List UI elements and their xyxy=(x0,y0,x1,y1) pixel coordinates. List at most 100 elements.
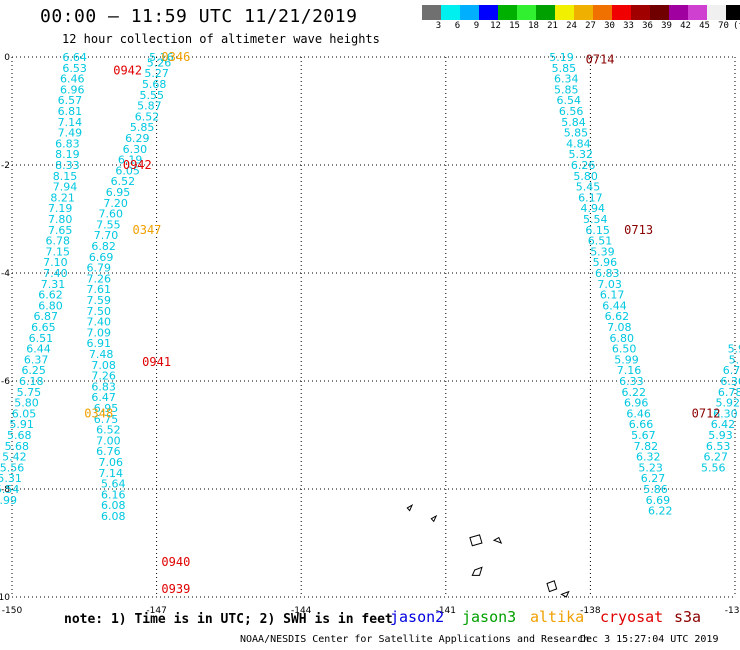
swh-value-label: 6.33 xyxy=(619,375,644,388)
swh-value-label: 7.59 xyxy=(87,294,112,307)
legend-label: 45 xyxy=(699,21,710,31)
island-outline xyxy=(546,580,558,593)
footer-note: note: 1) Time is in UTC; 2) SWH is in fe… xyxy=(64,612,393,627)
swh-value-label: 6.75 xyxy=(94,413,119,426)
swh-value-label: 6.54 xyxy=(556,94,581,107)
swh-value-label: 5.54 xyxy=(0,483,19,496)
swh-value-label: 6.17 xyxy=(600,289,625,302)
swh-value-label: 7.55 xyxy=(96,218,121,231)
swh-value-label: 5.27 xyxy=(144,67,169,80)
swh-value-label: 7.60 xyxy=(99,208,124,221)
legend-label: (ft) xyxy=(733,21,740,31)
swh-value-label: 7.65 xyxy=(48,224,73,237)
swh-value-label: 6.83 xyxy=(55,137,80,150)
swh-value-label: 6.37 xyxy=(24,353,49,366)
swh-value-label: 7.10 xyxy=(43,256,68,269)
swh-value-label: 6.19 xyxy=(118,154,143,167)
swh-value-label: 5.98 xyxy=(728,343,740,356)
legend-swatch xyxy=(650,5,669,20)
swh-value-label: 6.32 xyxy=(636,451,661,464)
swh-value-label: 5.26 xyxy=(147,56,172,69)
island-outline xyxy=(560,590,570,598)
swh-value-label: 5.87 xyxy=(137,100,162,113)
swh-value-label: 6.83 xyxy=(91,380,116,393)
satellite-name: s3a xyxy=(674,608,702,626)
swh-value-label: 6.46 xyxy=(626,407,651,420)
swh-value-label: 7.14 xyxy=(58,116,83,129)
legend-label: 6 xyxy=(454,21,461,31)
island-outline xyxy=(492,536,503,544)
pass-time-label: 0941 xyxy=(142,355,171,369)
lon-tick-label: -147 xyxy=(146,606,166,616)
swh-value-label: 5.68 xyxy=(7,429,32,442)
swh-value-label: 5.99 xyxy=(614,353,639,366)
swh-value-label: 4.84 xyxy=(566,137,591,150)
swh-value-label: 7.48 xyxy=(89,348,114,361)
swh-value-label: 7.15 xyxy=(46,245,71,258)
swh-value-label: 6.18 xyxy=(19,375,44,388)
swh-value-label: 5.39 xyxy=(590,245,615,258)
legend-label: 39 xyxy=(661,21,672,31)
legend-swatch xyxy=(688,5,707,20)
lon-tick-label: -138 xyxy=(580,606,601,616)
swh-value-label: 5.23 xyxy=(638,461,663,474)
pass-time-label: 0712 xyxy=(692,406,721,420)
swh-value-label: 6.08 xyxy=(101,499,126,512)
swh-value-label: 6.87 xyxy=(33,310,58,323)
swh-value-label: 5.68 xyxy=(142,78,167,91)
swh-value-label: 6.80 xyxy=(609,332,634,345)
swh-value-label: 5.91 xyxy=(9,418,34,431)
lat-tick-label: -6 xyxy=(1,377,10,387)
satellite-name: jason3 xyxy=(462,608,517,626)
legend-label: 12 xyxy=(490,21,501,31)
legend-swatch xyxy=(422,5,441,20)
swh-value-label: 6.62 xyxy=(605,310,630,323)
swh-value-label: 7.82 xyxy=(634,440,659,453)
map-subtitle: 12 hour collection of altimeter wave hei… xyxy=(62,32,380,46)
swh-value-label: 5.92 xyxy=(716,397,740,410)
legend-swatch xyxy=(726,5,740,20)
legend-swatch xyxy=(441,5,460,20)
swh-value-label: 7.50 xyxy=(87,305,112,318)
lon-tick-label: -141 xyxy=(436,606,456,616)
swh-value-label: 6.52 xyxy=(111,175,136,188)
swh-value-label: 7.20 xyxy=(103,197,128,210)
swh-value-label: 5.85 xyxy=(130,121,155,134)
swh-value-label: 6.22 xyxy=(648,505,673,518)
pass-time-label: 0713 xyxy=(624,223,653,237)
swh-value-label: 6.44 xyxy=(26,343,51,356)
swh-value-label: 5.85 xyxy=(564,127,589,140)
swh-value-label: 7.26 xyxy=(91,370,116,383)
legend-label: 30 xyxy=(604,21,615,31)
swh-value-label: 6.72 xyxy=(723,364,740,377)
swh-value-label: 5.56 xyxy=(0,461,24,474)
swh-value-label: 6.44 xyxy=(602,299,627,312)
swh-value-label: 7.09 xyxy=(87,326,112,339)
swh-value-label: 6.34 xyxy=(554,73,579,86)
footer-credit: NOAA/NESDIS Center for Satellite Applica… xyxy=(240,634,590,645)
swh-value-label: 5.75 xyxy=(17,386,42,399)
swh-value-label: 6.47 xyxy=(91,391,116,404)
legend-swatch xyxy=(479,5,498,20)
legend-label: 24 xyxy=(566,21,577,31)
swh-value-label: 6.69 xyxy=(646,494,671,507)
swh-value-label: 7.80 xyxy=(48,213,73,226)
legend-swatch xyxy=(574,5,593,20)
legend-label: 15 xyxy=(509,21,520,31)
swh-value-label: 6.65 xyxy=(31,321,56,334)
swh-value-label: 6.36 xyxy=(720,375,740,388)
pass-time-label: 0346 xyxy=(161,50,190,64)
legend-swatch xyxy=(593,5,612,20)
swh-value-label: 7.08 xyxy=(91,359,116,372)
swh-value-label: 6.76 xyxy=(96,445,121,458)
pass-time-label: 0942 xyxy=(123,158,152,172)
swh-value-label: 6.80 xyxy=(38,299,63,312)
swh-value-label: 5.80 xyxy=(14,397,39,410)
swh-value-label: 6.91 xyxy=(87,337,112,350)
swh-value-label: 6.96 xyxy=(60,83,85,96)
swh-value-label: 5.85 xyxy=(554,83,579,96)
swh-value-label: 5.45 xyxy=(576,181,601,194)
swh-value-label: 6.29 xyxy=(125,132,150,145)
swh-value-label: 7.40 xyxy=(87,316,112,329)
